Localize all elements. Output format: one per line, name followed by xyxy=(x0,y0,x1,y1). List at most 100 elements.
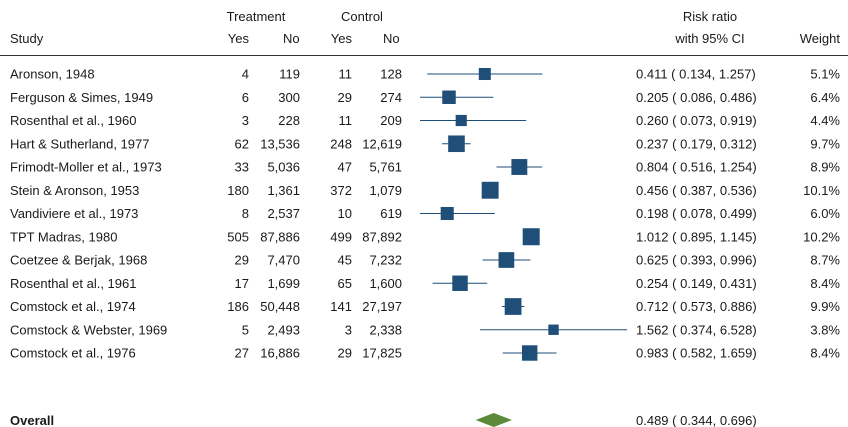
study-name: Comstock et al., 1976 xyxy=(10,346,136,361)
study-row: Stein & Aronson, 1953 180 1,361 372 1,079 0.4… xyxy=(10,181,840,199)
treatment-yes-count: 180 xyxy=(227,183,249,198)
overall-risk-ratio-ci: 0.489 ( 0.344, 0.696) xyxy=(636,413,757,427)
header-treatment-no: No xyxy=(283,31,300,46)
study-name: Comstock & Webster, 1969 xyxy=(10,322,167,337)
study-row: Vandiviere et al., 1973 8 2,537 10 619 0.198 … xyxy=(10,206,840,221)
control-no-count: 1,079 xyxy=(369,183,402,198)
effect-marker xyxy=(448,135,465,153)
study-name: Rosenthal et al., 1961 xyxy=(10,276,136,291)
risk-ratio-ci: 0.712 ( 0.573, 0.886) xyxy=(636,299,757,314)
control-no-count: 87,892 xyxy=(362,229,402,244)
treatment-yes-count: 6 xyxy=(242,90,249,105)
study-name: Hart & Sutherland, 1977 xyxy=(10,136,149,151)
treatment-yes-count: 29 xyxy=(235,253,249,268)
treatment-no-count: 16,886 xyxy=(260,346,300,361)
study-row: Coetzee & Berjak, 1968 29 7,470 45 7,232 0.62… xyxy=(10,252,840,268)
weight-value: 8.9% xyxy=(810,160,840,175)
study-name: TPT Madras, 1980 xyxy=(10,229,117,244)
study-name: Coetzee & Berjak, 1968 xyxy=(10,253,147,268)
effect-marker xyxy=(452,275,468,291)
weight-value: 10.2% xyxy=(803,229,840,244)
treatment-no-count: 1,699 xyxy=(267,276,300,291)
study-row: Comstock et al., 1974 186 50,448 141 27,197 0… xyxy=(10,298,840,315)
control-yes-count: 11 xyxy=(339,113,353,128)
treatment-yes-count: 27 xyxy=(235,346,249,361)
risk-ratio-ci: 0.456 ( 0.387, 0.536) xyxy=(636,183,757,198)
overall-row: Overall 0.489 ( 0.344, 0.696) xyxy=(10,413,757,427)
control-no-count: 5,761 xyxy=(369,160,402,175)
risk-ratio-ci: 0.205 ( 0.086, 0.486) xyxy=(636,90,757,105)
header-study: Study xyxy=(10,31,44,46)
study-row: Comstock & Webster, 1969 5 2,493 3 2,338 1.56… xyxy=(10,322,840,337)
risk-ratio-ci: 0.198 ( 0.078, 0.499) xyxy=(636,206,757,221)
treatment-yes-count: 4 xyxy=(242,67,249,82)
control-no-count: 209 xyxy=(380,113,402,128)
risk-ratio-ci: 1.012 ( 0.895, 1.145) xyxy=(636,229,757,244)
risk-ratio-ci: 0.237 ( 0.179, 0.312) xyxy=(636,136,757,151)
treatment-no-count: 119 xyxy=(279,67,300,82)
treatment-yes-count: 17 xyxy=(235,276,249,291)
study-row: Comstock et al., 1976 27 16,886 29 17,825 0.9… xyxy=(10,345,840,361)
weight-value: 5.1% xyxy=(810,67,840,82)
study-name: Stein & Aronson, 1953 xyxy=(10,183,139,198)
treatment-yes-count: 186 xyxy=(227,299,249,314)
weight-value: 3.8% xyxy=(810,322,840,337)
effect-marker xyxy=(498,252,515,268)
study-row: Rosenthal et al., 1961 17 1,699 65 1,600 0.25… xyxy=(10,275,840,291)
risk-ratio-ci: 0.411 ( 0.134, 1.257) xyxy=(636,67,756,82)
study-row: Frimodt-Moller et al., 1973 33 5,036 47 5,76… xyxy=(10,159,840,175)
study-row: TPT Madras, 1980 505 87,886 499 87,892 1.012 … xyxy=(10,228,840,246)
control-yes-count: 47 xyxy=(338,160,352,175)
effect-marker xyxy=(522,228,540,246)
study-name: Aronson, 1948 xyxy=(10,67,95,82)
header-ci: with 95% CI xyxy=(674,31,744,46)
study-name: Rosenthal et al., 1960 xyxy=(10,113,136,128)
control-no-count: 128 xyxy=(380,67,402,82)
treatment-no-count: 87,886 xyxy=(260,229,300,244)
header-treatment-yes: Yes xyxy=(228,31,250,46)
weight-value: 8.4% xyxy=(810,276,840,291)
control-no-count: 274 xyxy=(380,90,402,105)
header-control: Control xyxy=(341,9,383,24)
study-row: Ferguson & Simes, 1949 6 300 29 274 0.205 ( 0… xyxy=(10,90,840,105)
effect-marker xyxy=(511,159,528,175)
header-control-yes: Yes xyxy=(331,31,353,46)
treatment-no-count: 13,536 xyxy=(260,136,300,151)
effect-marker xyxy=(548,324,559,335)
control-yes-count: 499 xyxy=(330,229,352,244)
risk-ratio-ci: 1.562 ( 0.374, 6.528) xyxy=(636,322,757,337)
header-control-no: No xyxy=(383,31,400,46)
treatment-no-count: 5,036 xyxy=(267,160,300,175)
control-no-count: 7,232 xyxy=(369,253,402,268)
study-name: Frimodt-Moller et al., 1973 xyxy=(10,160,162,175)
treatment-yes-count: 33 xyxy=(235,160,249,175)
effect-marker xyxy=(481,181,499,199)
study-row: Aronson, 1948 4 119 11 128 0.411 ( 0.134, 1.2… xyxy=(10,67,840,82)
control-yes-count: 3 xyxy=(345,322,352,337)
control-yes-count: 11 xyxy=(339,67,353,82)
treatment-no-count: 2,537 xyxy=(267,206,300,221)
control-no-count: 27,197 xyxy=(362,299,402,314)
effect-marker xyxy=(440,206,454,221)
effect-marker xyxy=(478,67,491,81)
control-no-count: 619 xyxy=(380,206,402,221)
treatment-no-count: 1,361 xyxy=(267,183,300,198)
study-name: Comstock et al., 1974 xyxy=(10,299,136,314)
weight-value: 9.7% xyxy=(810,136,840,151)
treatment-no-count: 50,448 xyxy=(260,299,300,314)
control-no-count: 2,338 xyxy=(369,322,402,337)
risk-ratio-ci: 0.983 ( 0.582, 1.659) xyxy=(636,346,757,361)
weight-value: 8.4% xyxy=(810,346,840,361)
weight-value: 8.7% xyxy=(810,253,840,268)
control-yes-count: 248 xyxy=(330,136,352,151)
treatment-yes-count: 3 xyxy=(242,113,249,128)
study-name: Vandiviere et al., 1973 xyxy=(10,206,138,221)
overall-diamond xyxy=(475,413,512,427)
control-yes-count: 10 xyxy=(338,206,352,221)
header-risk-ratio: Risk ratio xyxy=(683,9,737,24)
treatment-no-count: 228 xyxy=(278,113,300,128)
overall-label: Overall xyxy=(10,413,54,427)
weight-value: 9.9% xyxy=(810,299,840,314)
